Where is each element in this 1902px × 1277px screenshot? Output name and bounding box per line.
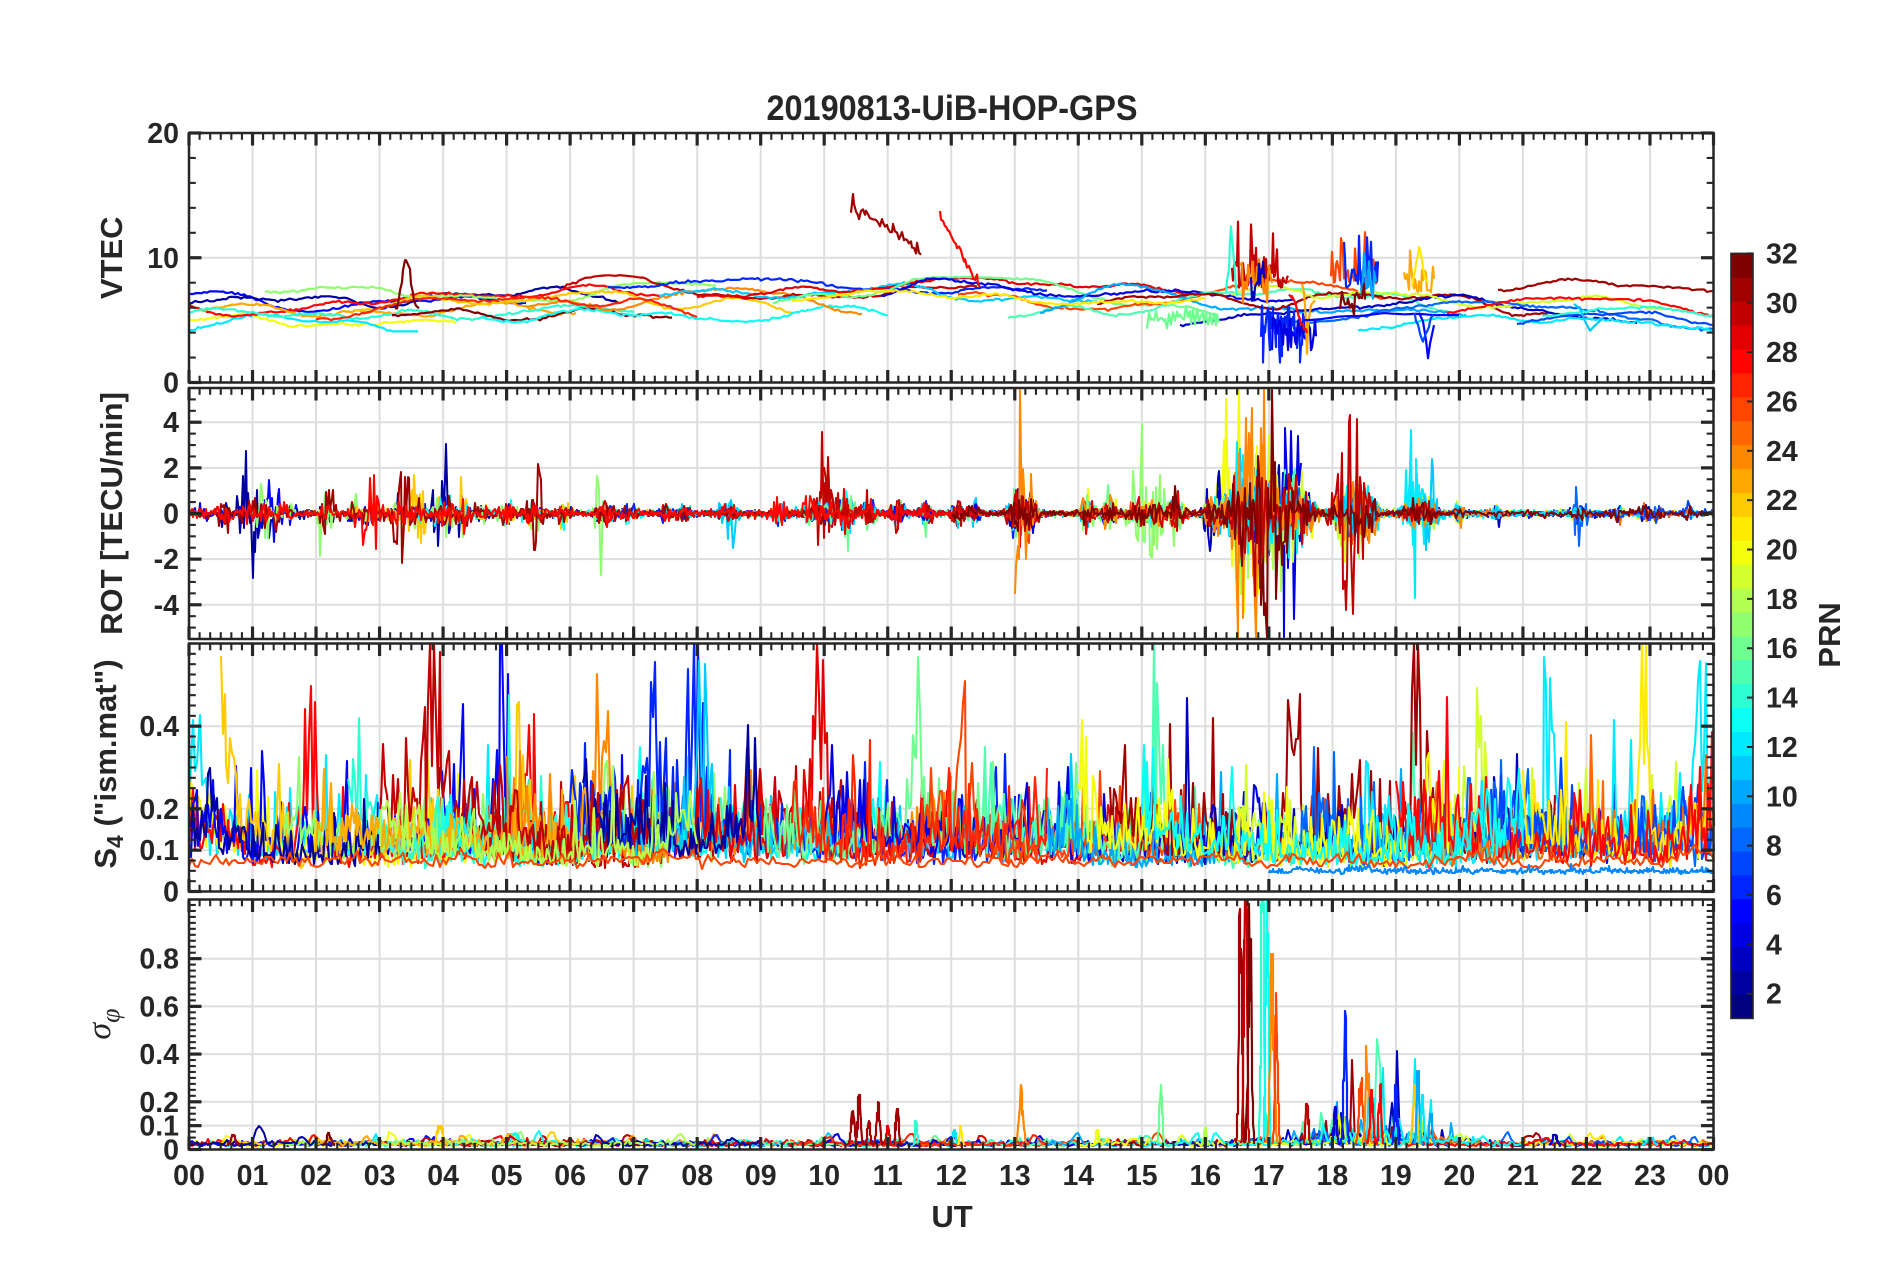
svg-text:0: 0: [163, 877, 179, 909]
svg-text:-4: -4: [154, 590, 179, 622]
svg-text:32: 32: [1766, 238, 1798, 270]
svg-text:04: 04: [427, 1160, 459, 1192]
svg-text:2: 2: [1766, 979, 1782, 1011]
svg-text:ROT [TECU/min]: ROT [TECU/min]: [94, 392, 129, 635]
svg-text:20: 20: [1766, 535, 1798, 567]
svg-text:10: 10: [808, 1160, 840, 1192]
svg-text:12: 12: [935, 1160, 967, 1192]
svg-text:20: 20: [1444, 1160, 1476, 1192]
svg-text:0.4: 0.4: [139, 711, 179, 743]
svg-text:-2: -2: [154, 544, 179, 576]
svg-text:20190813-UiB-HOP-GPS: 20190813-UiB-HOP-GPS: [767, 89, 1138, 128]
svg-text:19: 19: [1380, 1160, 1412, 1192]
svg-text:09: 09: [745, 1160, 777, 1192]
svg-text:13: 13: [999, 1160, 1031, 1192]
svg-text:00: 00: [1698, 1160, 1730, 1192]
svg-text:4: 4: [1766, 929, 1782, 961]
svg-text:6: 6: [1766, 880, 1782, 912]
svg-text:0: 0: [163, 499, 179, 531]
svg-text:24: 24: [1766, 436, 1798, 468]
svg-text:S4 ("ism.mat"): S4 ("ism.mat"): [88, 659, 128, 868]
svg-text:0: 0: [163, 368, 179, 400]
svg-text:0.2: 0.2: [139, 1087, 179, 1119]
svg-text:0.8: 0.8: [139, 944, 179, 976]
svg-text:0.6: 0.6: [139, 991, 179, 1023]
svg-text:0.2: 0.2: [139, 794, 179, 826]
svg-text:07: 07: [618, 1160, 650, 1192]
svg-text:18: 18: [1766, 584, 1798, 616]
svg-text:02: 02: [300, 1160, 332, 1192]
svg-text:08: 08: [681, 1160, 713, 1192]
svg-text:0.4: 0.4: [139, 1039, 179, 1071]
svg-text:12: 12: [1766, 732, 1798, 764]
svg-text:2: 2: [163, 453, 179, 485]
svg-text:10: 10: [147, 243, 179, 275]
svg-text:05: 05: [491, 1160, 523, 1192]
svg-text:22: 22: [1766, 485, 1798, 517]
svg-text:00: 00: [173, 1160, 205, 1192]
svg-text:VTEC: VTEC: [94, 216, 129, 299]
svg-text:17: 17: [1253, 1160, 1285, 1192]
svg-text:30: 30: [1766, 288, 1798, 320]
svg-text:01: 01: [237, 1160, 269, 1192]
svg-text:26: 26: [1766, 387, 1798, 419]
svg-text:4: 4: [163, 407, 179, 439]
svg-text:11: 11: [873, 1160, 903, 1192]
svg-text:PRN: PRN: [1812, 602, 1847, 667]
svg-text:10: 10: [1766, 781, 1798, 813]
svg-text:23: 23: [1634, 1160, 1666, 1192]
svg-text:0.1: 0.1: [139, 1111, 179, 1143]
svg-text:22: 22: [1571, 1160, 1603, 1192]
svg-text:14: 14: [1062, 1160, 1094, 1192]
svg-text:18: 18: [1317, 1160, 1349, 1192]
svg-text:15: 15: [1126, 1160, 1158, 1192]
svg-text:28: 28: [1766, 337, 1798, 369]
svg-text:8: 8: [1766, 831, 1782, 863]
svg-text:UT: UT: [931, 1199, 972, 1234]
svg-text:14: 14: [1766, 683, 1798, 715]
svg-text:20: 20: [147, 118, 179, 150]
svg-text:21: 21: [1507, 1160, 1539, 1192]
svg-text:03: 03: [364, 1160, 396, 1192]
svg-text:16: 16: [1189, 1160, 1221, 1192]
svg-text:0.1: 0.1: [139, 835, 179, 867]
svg-text:06: 06: [554, 1160, 586, 1192]
svg-text:16: 16: [1766, 633, 1798, 665]
svg-text:0: 0: [163, 1135, 179, 1167]
